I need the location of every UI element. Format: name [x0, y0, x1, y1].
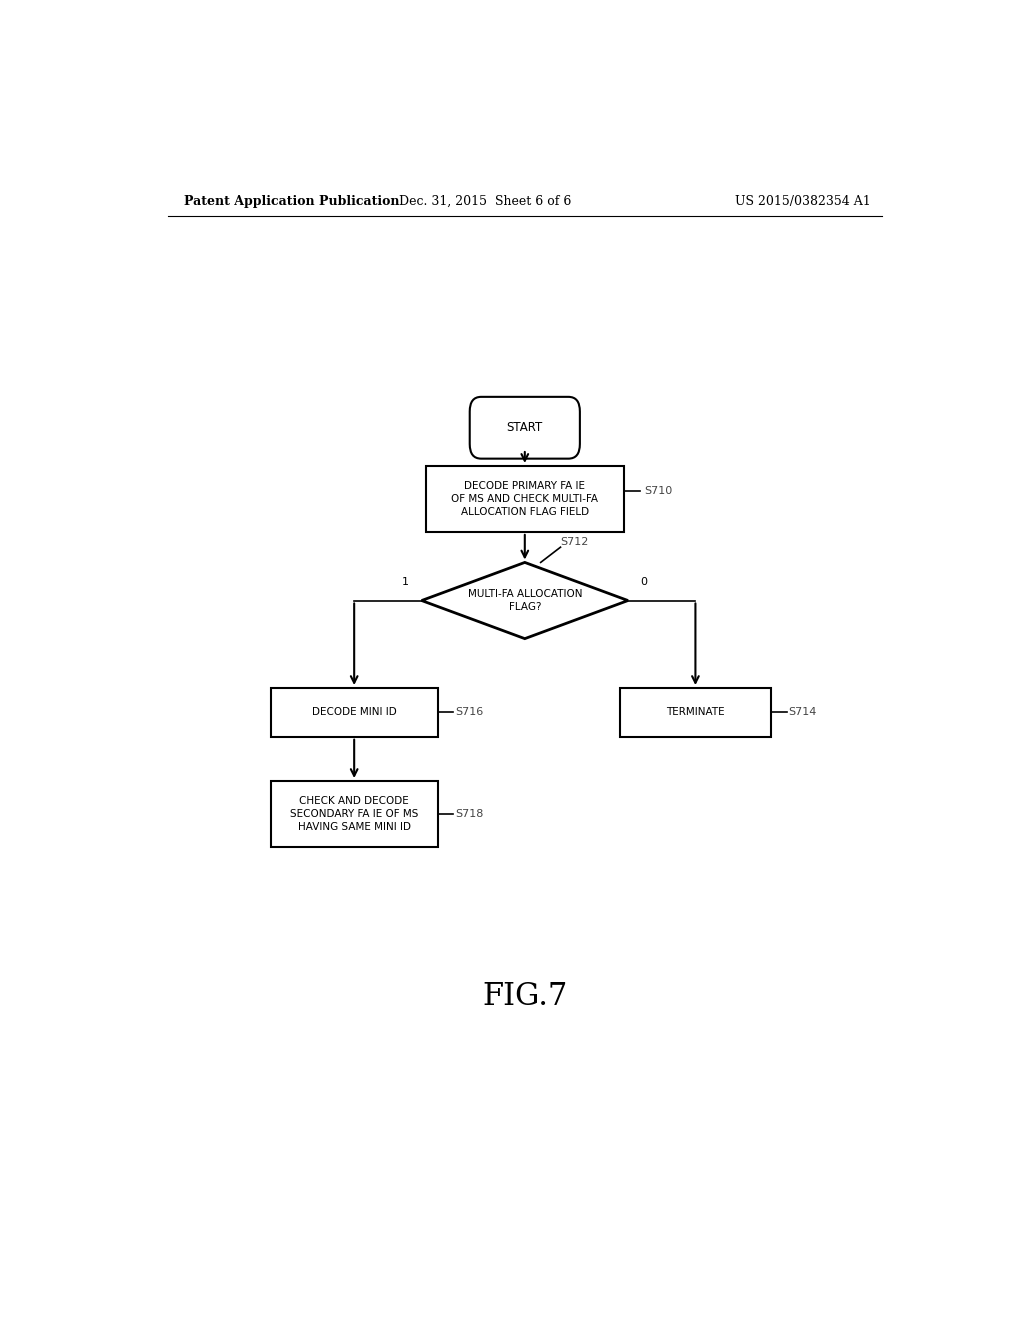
Text: FIG.7: FIG.7 — [482, 982, 567, 1012]
Text: US 2015/0382354 A1: US 2015/0382354 A1 — [734, 194, 870, 207]
Text: DECODE MINI ID: DECODE MINI ID — [311, 708, 396, 717]
Text: Patent Application Publication: Patent Application Publication — [183, 194, 399, 207]
Text: S714: S714 — [788, 708, 817, 717]
Bar — [620, 688, 771, 737]
Text: S712: S712 — [560, 537, 589, 546]
Text: 0: 0 — [640, 577, 647, 587]
Bar — [426, 466, 624, 532]
Text: 1: 1 — [402, 577, 410, 587]
Text: S718: S718 — [455, 809, 483, 818]
Text: TERMINATE: TERMINATE — [666, 708, 725, 717]
Text: S716: S716 — [455, 708, 483, 717]
Polygon shape — [422, 562, 628, 639]
Text: START: START — [507, 421, 543, 434]
Bar — [270, 688, 437, 737]
FancyBboxPatch shape — [470, 397, 580, 458]
Text: MULTI-FA ALLOCATION
FLAG?: MULTI-FA ALLOCATION FLAG? — [468, 589, 582, 612]
Text: Dec. 31, 2015  Sheet 6 of 6: Dec. 31, 2015 Sheet 6 of 6 — [399, 194, 571, 207]
Text: DECODE PRIMARY FA IE
OF MS AND CHECK MULTI-FA
ALLOCATION FLAG FIELD: DECODE PRIMARY FA IE OF MS AND CHECK MUL… — [452, 480, 598, 517]
Bar — [270, 781, 437, 847]
Text: S710: S710 — [644, 486, 672, 496]
Text: CHECK AND DECODE
SECONDARY FA IE OF MS
HAVING SAME MINI ID: CHECK AND DECODE SECONDARY FA IE OF MS H… — [290, 796, 419, 832]
